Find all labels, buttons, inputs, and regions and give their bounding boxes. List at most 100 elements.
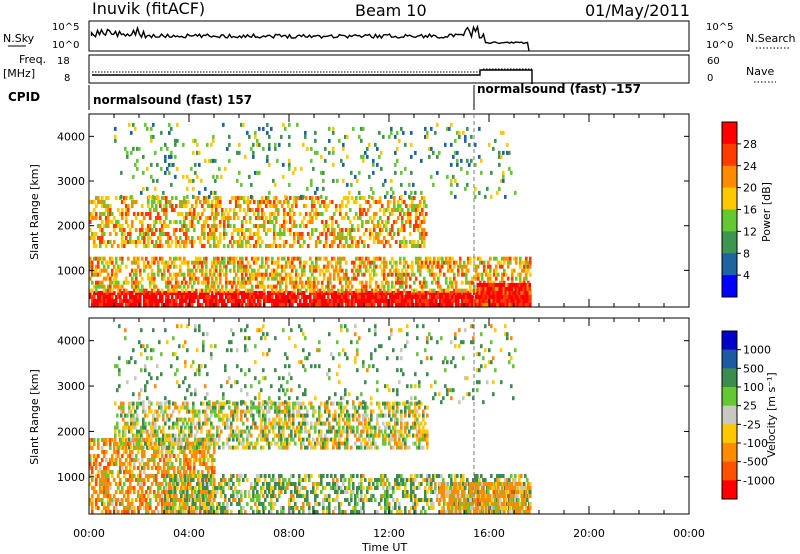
- echo-cell: [265, 244, 268, 248]
- echo-cell: [211, 272, 214, 277]
- echo-cell: [381, 220, 384, 224]
- echo-cell: [457, 291, 460, 295]
- echo-cell: [475, 291, 478, 295]
- echo-cell: [321, 200, 324, 204]
- echo-cell: [425, 232, 428, 236]
- echo-cell: [527, 280, 530, 285]
- echo-cell: [306, 502, 309, 506]
- echo-cell: [153, 232, 156, 236]
- echo-cell: [129, 506, 132, 510]
- echo-cell: [265, 268, 268, 273]
- echo-cell: [117, 486, 120, 490]
- echo-cell: [441, 303, 444, 307]
- cpid-label: CPID: [8, 90, 40, 104]
- echo-cell: [288, 482, 291, 486]
- echo-cell: [328, 502, 331, 506]
- echo-cell: [476, 283, 480, 287]
- echo-cell: [253, 295, 256, 299]
- echo-cell: [199, 303, 202, 307]
- echo-cell: [448, 126, 451, 131]
- echo-cell: [163, 470, 166, 474]
- echo-cell: [290, 498, 293, 502]
- echo-cell: [178, 506, 181, 510]
- echo-cell: [219, 204, 222, 208]
- echo-cell: [395, 260, 398, 265]
- echo-cell: [347, 303, 350, 307]
- echo-cell: [441, 295, 444, 299]
- echo-cell: [361, 288, 364, 293]
- echo-cell: [337, 299, 340, 303]
- echo-cell: [400, 474, 403, 478]
- echo-cell: [179, 256, 182, 261]
- echo-cell: [247, 236, 250, 240]
- echo-cell: [331, 232, 334, 236]
- echo-cell: [115, 502, 118, 506]
- echo-cell: [239, 299, 242, 303]
- echo-cell: [383, 264, 386, 269]
- echo-cell: [93, 442, 96, 446]
- echo-cell: [97, 260, 100, 265]
- echo-cell: [465, 272, 468, 277]
- echo-cell: [129, 299, 132, 303]
- echo-cell: [369, 232, 372, 236]
- echo-cell: [205, 446, 208, 450]
- echo-cell: [433, 272, 436, 277]
- echo-cell: [373, 228, 376, 232]
- echo-cell: [161, 299, 164, 303]
- echo-cell: [109, 204, 112, 208]
- echo-cell: [283, 208, 286, 212]
- echo-cell: [265, 299, 268, 303]
- echo-cell: [217, 291, 220, 295]
- echo-cell: [326, 510, 329, 514]
- echo-cell: [365, 264, 368, 269]
- echo-cell: [435, 299, 438, 303]
- echo-cell: [295, 204, 298, 208]
- echo-cell: [205, 256, 208, 261]
- echo-cell: [103, 288, 106, 293]
- echo-cell: [131, 280, 134, 285]
- echo-cell: [428, 482, 431, 486]
- echo-cell: [149, 299, 152, 303]
- echo-cell: [429, 303, 432, 307]
- echo-cell: [173, 228, 176, 232]
- echo-cell: [445, 280, 448, 285]
- echo-cell: [379, 303, 382, 307]
- echo-cell: [174, 474, 177, 478]
- echo-cell: [89, 295, 92, 299]
- echo-cell: [351, 303, 354, 307]
- echo-cell: [245, 200, 248, 204]
- echo-cell: [401, 220, 404, 224]
- echo-cell: [347, 280, 350, 285]
- echo-cell: [399, 303, 402, 307]
- echo-cell: [233, 291, 236, 295]
- echo-cell: [183, 272, 186, 277]
- echo-cell: [505, 256, 508, 261]
- echo-cell: [139, 462, 142, 466]
- echo-cell: [349, 299, 352, 303]
- echo-cell: [335, 299, 338, 303]
- echo-cell: [487, 264, 490, 269]
- echo-cell: [387, 240, 390, 244]
- echo-cell: [119, 264, 122, 269]
- echo-cell: [241, 244, 244, 248]
- echo-cell: [410, 490, 413, 494]
- echo-cell: [163, 260, 166, 265]
- echo-cell: [89, 256, 92, 261]
- echo-cell: [147, 295, 150, 299]
- echo-cell: [261, 216, 264, 220]
- echo-cell: [89, 260, 92, 265]
- echo-cell: [392, 486, 395, 490]
- echo-cell: [406, 478, 409, 482]
- echo-cell: [115, 303, 118, 307]
- echo-cell: [213, 295, 216, 299]
- echo-cell: [345, 268, 348, 273]
- echo-cell: [411, 260, 414, 265]
- echo-cell: [233, 196, 236, 200]
- echo-cell: [250, 194, 253, 199]
- echo-cell: [135, 200, 138, 204]
- echo-cell: [363, 232, 366, 236]
- echo-cell: [460, 166, 463, 171]
- echo-cell: [355, 256, 358, 261]
- echo-cell: [152, 194, 155, 199]
- echo-cell: [213, 244, 216, 248]
